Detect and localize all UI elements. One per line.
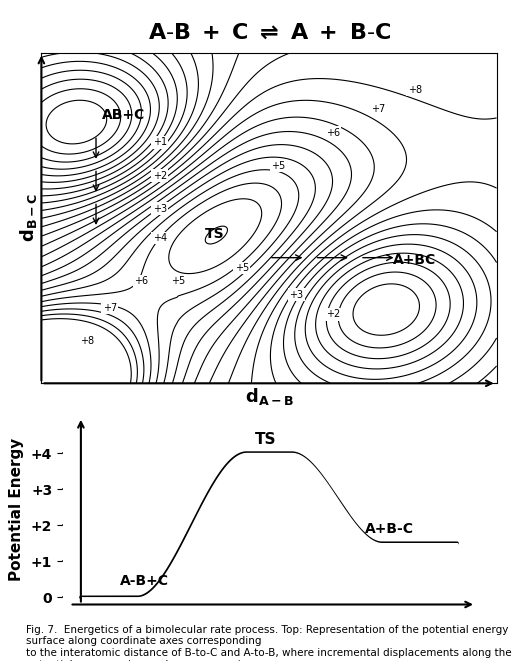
Text: Fig. 7.  Energetics of a bimolecular rate process. Top: Representation of the po: Fig. 7. Energetics of a bimolecular rate… [26,625,511,661]
Text: +7: +7 [371,104,385,114]
Text: A+BC: A+BC [393,253,436,268]
Text: +3: +3 [289,290,303,299]
Y-axis label: $\mathbf{d_{B-C}}$: $\mathbf{d_{B-C}}$ [18,194,39,243]
X-axis label: $\mathbf{d_{A-B}}$: $\mathbf{d_{A-B}}$ [245,386,293,407]
Y-axis label: Potential Energy: Potential Energy [9,438,24,580]
Text: +1: +1 [153,137,166,147]
Text: +5: +5 [271,161,285,171]
Text: A-B+C: A-B+C [120,574,169,588]
Text: +8: +8 [80,336,94,346]
Text: +8: +8 [407,85,421,95]
Text: +7: +7 [102,303,117,313]
Text: AB+C: AB+C [102,108,145,122]
Text: +2: +2 [325,309,340,319]
Text: +5: +5 [234,263,249,273]
Text: +6: +6 [326,128,340,137]
Text: +3: +3 [153,204,166,214]
Title: $\mathbf{A\text{-}B\ +\ C\ \rightleftharpoons\ A\ +\ B\text{-}C}$: $\mathbf{A\text{-}B\ +\ C\ \rightlefthar… [147,23,390,43]
Text: +4: +4 [153,233,166,243]
Text: TS: TS [254,432,276,447]
Text: +5: +5 [171,276,185,286]
Text: +6: +6 [134,276,148,286]
Text: +2: +2 [153,171,167,180]
Text: TS: TS [204,227,224,241]
Text: A+B-C: A+B-C [364,522,414,535]
